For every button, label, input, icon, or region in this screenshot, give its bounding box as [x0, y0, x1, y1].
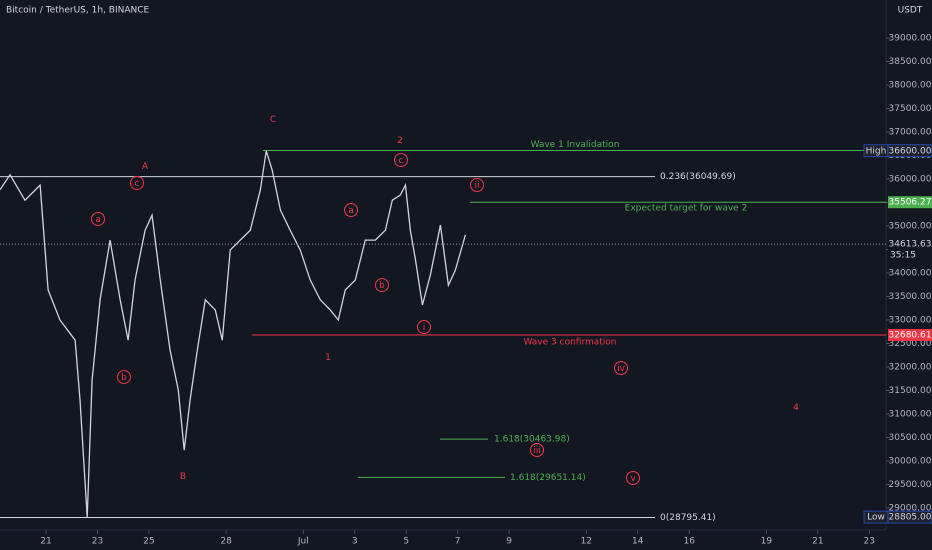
y-tick-label: 37500.00 — [889, 104, 932, 114]
y-tick-label: 37000.00 — [889, 128, 932, 138]
y-tick-label: 31500.00 — [889, 386, 932, 396]
x-tick-label: 23 — [864, 537, 875, 547]
annotation: a — [348, 206, 354, 216]
level-note: Expected target for wave 2 — [625, 204, 748, 214]
x-tick-label: 21 — [40, 537, 51, 547]
x-tick-label: 12 — [581, 537, 592, 547]
low-label: 28805.00 — [889, 513, 932, 523]
price-line — [0, 150, 467, 518]
y-tick-label: 35000.00 — [889, 222, 932, 232]
currency: USDT — [898, 6, 923, 16]
annotation: B — [180, 472, 186, 482]
y-tick-label: 38000.00 — [889, 81, 932, 91]
x-tick-label: 21 — [812, 537, 823, 547]
x-tick-label: 28 — [220, 537, 232, 547]
level-note: Wave 3 confirmation — [523, 337, 616, 347]
level-note: Wave 1 Invalidation — [531, 140, 620, 150]
x-tick-label: 19 — [761, 537, 773, 547]
y-tick-label: 29500.00 — [889, 480, 932, 490]
high-box — [887, 144, 932, 158]
level-note: 0(28795.41) — [660, 513, 716, 523]
x-tick-label: 14 — [632, 537, 644, 547]
axis-box-label: 32680.61 — [889, 330, 932, 340]
annotation-circle — [417, 320, 431, 334]
annotation: 4 — [793, 403, 799, 413]
x-tick-label: 9 — [506, 537, 512, 547]
level-note: 1.618(29651.14) — [510, 473, 586, 483]
last-box — [888, 238, 932, 263]
annotation-circle — [117, 370, 131, 384]
x-tick-label: 5 — [403, 537, 409, 547]
axis-box — [888, 328, 932, 341]
annotation-circle — [394, 153, 408, 167]
y-tick-label: 34000.00 — [889, 268, 932, 278]
annotation-circle — [470, 178, 484, 192]
annotation: 1 — [325, 353, 331, 363]
countdown: 35:15 — [890, 251, 916, 261]
annotation: iii — [533, 446, 541, 456]
annotation: b — [121, 373, 127, 383]
x-tick-label: 23 — [92, 537, 103, 547]
y-tick-label: 39000.00 — [889, 34, 932, 44]
y-tick-label: 30500.00 — [889, 433, 932, 443]
annotation: C — [270, 115, 276, 125]
annotation-circle — [530, 443, 544, 457]
annotation: c — [135, 179, 140, 189]
x-tick-label: 3 — [352, 537, 358, 547]
y-tick-label: 30000.00 — [889, 456, 932, 466]
x-tick-label: 25 — [143, 537, 154, 547]
annotation-circle — [130, 176, 144, 190]
annotation: 2 — [397, 136, 403, 146]
annotation-circle — [375, 278, 389, 292]
axis-box — [888, 196, 932, 209]
high-tag: High — [866, 146, 887, 156]
y-tick-label: 36000.00 — [889, 175, 932, 185]
annotation: a — [95, 215, 101, 225]
annotation: A — [142, 162, 149, 172]
axis-box-label: 35506.27 — [889, 198, 932, 208]
annotation: b — [379, 281, 385, 291]
x-tick-label: 16 — [683, 537, 695, 547]
high-label: 36600.00 — [889, 146, 932, 156]
y-tick-label: 32500.00 — [889, 339, 932, 349]
y-tick-label: 29000.00 — [889, 503, 932, 513]
y-tick-label: 33500.00 — [889, 292, 932, 302]
annotation: v — [630, 474, 636, 484]
annotation-circle — [614, 361, 628, 375]
annotation: ii — [474, 181, 479, 191]
low-box — [887, 510, 932, 524]
annotation: iv — [617, 364, 626, 374]
level-note: 0.236(36049.69) — [660, 172, 736, 182]
y-tick-label: 32000.00 — [889, 362, 932, 372]
chart-title: Bitcoin / TetherUS, 1h, BINANCE — [6, 6, 150, 16]
annotation: i — [423, 323, 426, 333]
level-note: 1.618(30463.98) — [494, 435, 570, 445]
y-tick-label: 31000.00 — [889, 409, 932, 419]
y-tick-label: 33000.00 — [889, 315, 932, 325]
last-label: 34613.63 — [889, 240, 932, 250]
y-tick-label: 38500.00 — [889, 57, 932, 67]
annotation-circle — [344, 203, 358, 217]
annotation-circle — [626, 471, 640, 485]
low-tag: Low — [867, 513, 885, 523]
annotation: c — [399, 156, 404, 166]
x-tick-label: 7 — [455, 537, 461, 547]
x-tick-label: Jul — [297, 537, 309, 547]
annotation-circle — [91, 212, 105, 226]
